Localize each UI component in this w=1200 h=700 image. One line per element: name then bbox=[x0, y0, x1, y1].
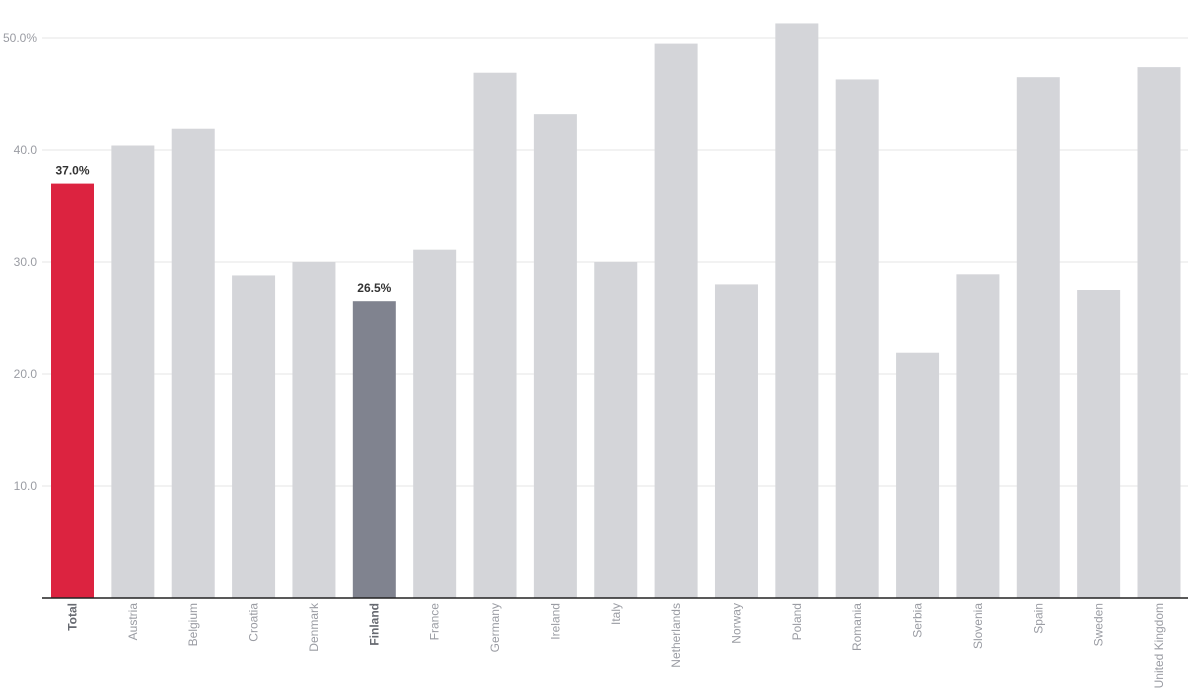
bar-austria bbox=[111, 145, 155, 598]
y-tick-label: 20.0 bbox=[14, 367, 38, 381]
y-tick-label: 50.0% bbox=[3, 31, 37, 45]
bar-italy bbox=[594, 262, 638, 598]
x-tick-label: Romania bbox=[850, 603, 864, 651]
x-tick-label: Serbia bbox=[911, 603, 925, 638]
x-tick-label: Poland bbox=[790, 603, 804, 640]
x-tick-label: Croatia bbox=[247, 603, 261, 642]
x-tick-label: United Kingdom bbox=[1152, 603, 1166, 688]
bar-france bbox=[413, 249, 457, 598]
bar-belgium bbox=[171, 128, 215, 598]
x-tick-label: Spain bbox=[1031, 603, 1045, 634]
bar-poland bbox=[775, 23, 819, 598]
x-tick-label: Total bbox=[66, 603, 80, 631]
y-axis-ticks: 10.0 20.0 30.0 40.0 50.0% bbox=[3, 31, 37, 493]
bar-netherlands bbox=[654, 43, 698, 599]
x-tick-label: Ireland bbox=[548, 603, 562, 640]
bar-croatia bbox=[232, 275, 276, 598]
bar-romania bbox=[835, 79, 879, 598]
bar-ireland bbox=[533, 114, 577, 598]
bars bbox=[51, 23, 1181, 599]
bar-sweden bbox=[1077, 290, 1121, 598]
bar-serbia bbox=[896, 352, 940, 598]
x-axis-labels: Total Austria Belgium Croatia Denmark Finland… bbox=[66, 602, 1167, 688]
x-tick-label: Italy bbox=[609, 603, 623, 625]
x-tick-label: Belgium bbox=[186, 603, 200, 646]
x-tick-label: France bbox=[428, 603, 442, 641]
x-tick-label: Slovenia bbox=[971, 603, 985, 649]
value-label: 26.5% bbox=[357, 281, 391, 295]
bar-norway bbox=[714, 284, 758, 598]
value-labels: 37.0% 26.5% bbox=[55, 164, 391, 296]
y-tick-label: 10.0 bbox=[14, 479, 38, 493]
x-tick-label: Austria bbox=[126, 603, 140, 641]
bar-spain bbox=[1016, 77, 1060, 598]
bar-denmark bbox=[292, 262, 336, 598]
bar-slovenia bbox=[956, 274, 1000, 598]
y-tick-label: 30.0 bbox=[14, 255, 38, 269]
bar-total bbox=[51, 183, 94, 598]
value-label: 37.0% bbox=[55, 164, 89, 178]
y-tick-label: 40.0 bbox=[14, 143, 38, 157]
x-tick-label: Sweden bbox=[1092, 603, 1106, 646]
bar-finland bbox=[352, 301, 396, 598]
x-tick-label: Denmark bbox=[307, 602, 321, 652]
x-tick-label: Netherlands bbox=[669, 603, 683, 668]
x-tick-label: Norway bbox=[729, 603, 743, 644]
bar-united-kingdom bbox=[1137, 67, 1181, 599]
x-tick-label: Germany bbox=[488, 603, 502, 652]
bar-germany bbox=[473, 72, 517, 599]
x-tick-label: Finland bbox=[367, 603, 381, 646]
